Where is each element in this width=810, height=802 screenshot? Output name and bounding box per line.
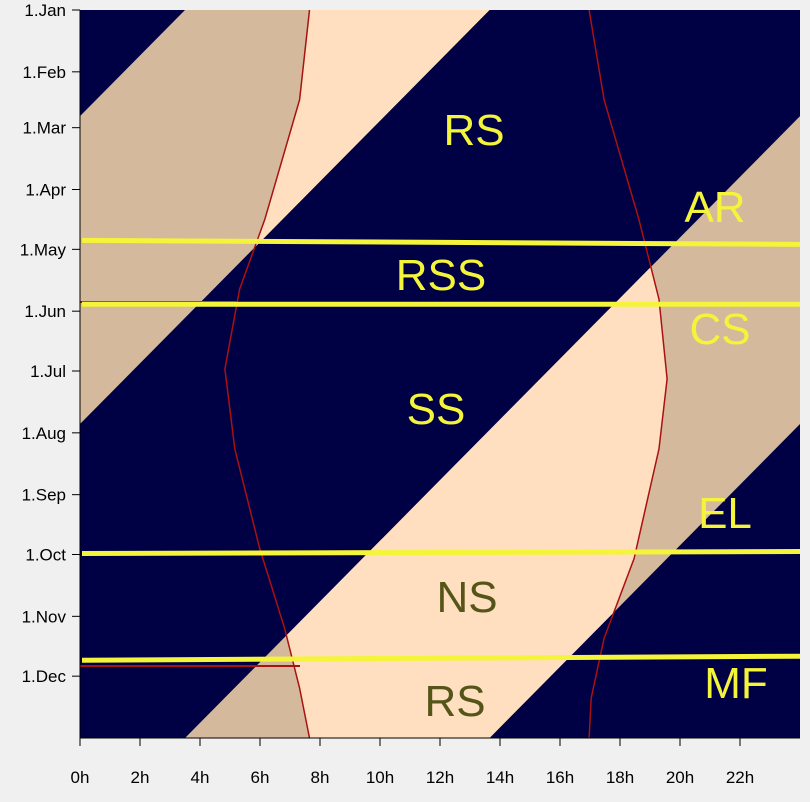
region-label: SS bbox=[407, 385, 466, 434]
x-tick-label: 22h bbox=[726, 768, 754, 787]
yellow-lines bbox=[81, 237, 801, 663]
curve bbox=[588, 10, 668, 738]
region-label: NS bbox=[436, 573, 497, 622]
y-tick-label: 1.Sep bbox=[22, 486, 66, 505]
x-tick-label: 12h bbox=[426, 768, 454, 787]
region-label: EL bbox=[698, 489, 752, 538]
x-tick-label: 8h bbox=[311, 768, 330, 787]
region-label: AR bbox=[684, 183, 745, 232]
x-tick-label: 16h bbox=[546, 768, 574, 787]
y-tick-label: 1.Jan bbox=[24, 1, 66, 20]
x-tick-label: 14h bbox=[486, 768, 514, 787]
ticks: 1.Jan 1.Feb 1.Mar 1.Apr 1.May 1.Jun 1.Jul 1.Aug… bbox=[20, 1, 754, 787]
yellow-line bbox=[81, 237, 801, 247]
y-tick-label: 1.Aug bbox=[22, 424, 66, 443]
y-tick-label: 1.Apr bbox=[25, 181, 66, 200]
region-label: MF bbox=[704, 659, 768, 708]
y-tick-label: 1.Oct bbox=[25, 546, 66, 565]
x-tick-label: 4h bbox=[191, 768, 210, 787]
y-tick-label: 1.Mar bbox=[23, 119, 67, 138]
x-tick-label: 20h bbox=[666, 768, 694, 787]
x-tick-label: 18h bbox=[606, 768, 634, 787]
yellow-line bbox=[81, 653, 801, 663]
region-label: RS bbox=[443, 106, 504, 155]
x-tick-label: 0h bbox=[71, 768, 90, 787]
yellow-line bbox=[81, 549, 801, 557]
y-tick-label: 1.Nov bbox=[22, 607, 67, 626]
region-label: CS bbox=[689, 305, 750, 354]
y-tick-label: 1.Feb bbox=[23, 63, 66, 82]
y-tick-label: 1.Jul bbox=[30, 362, 66, 381]
day-band bbox=[224, 10, 668, 738]
bands bbox=[80, 10, 800, 738]
y-tick-label: 1.Dec bbox=[22, 667, 67, 686]
y-tick-label: 1.May bbox=[20, 240, 67, 259]
y-tick-label: 1.Jun bbox=[24, 302, 66, 321]
region-label: RSS bbox=[396, 251, 486, 300]
region-label: RS bbox=[424, 677, 485, 726]
x-tick-label: 10h bbox=[366, 768, 394, 787]
x-tick-label: 6h bbox=[251, 768, 270, 787]
x-tick-label: 2h bbox=[131, 768, 150, 787]
